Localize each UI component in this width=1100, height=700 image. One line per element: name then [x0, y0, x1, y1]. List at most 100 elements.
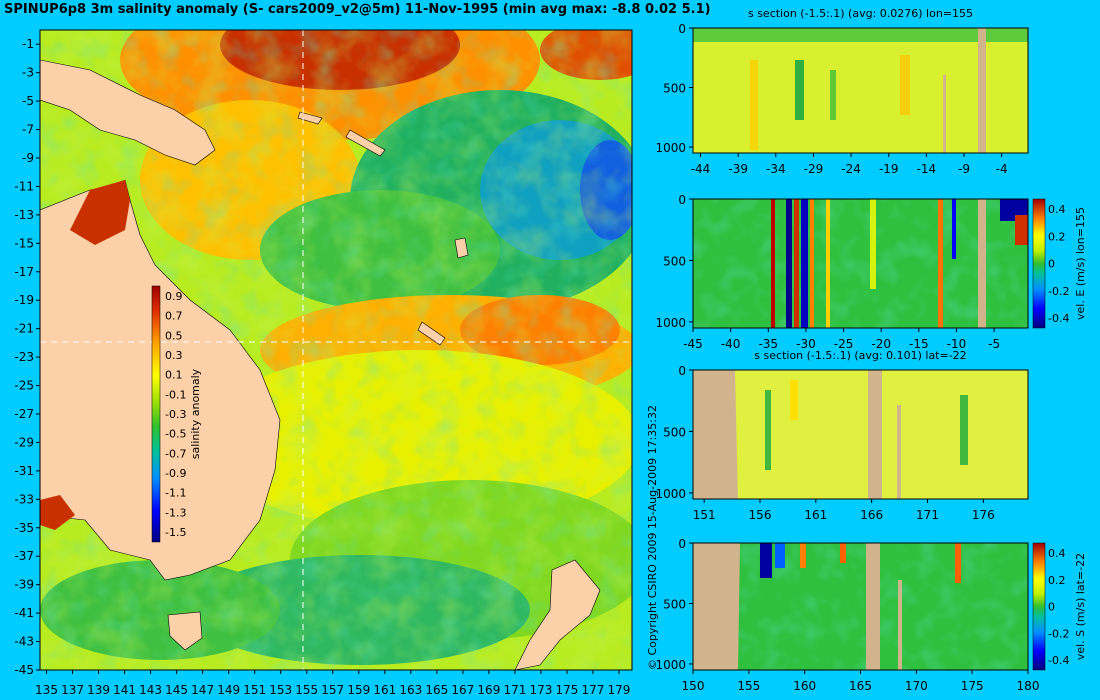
s-lon-x-tick-label: -44 — [691, 162, 711, 176]
map-y-tick-label: -11 — [14, 179, 34, 193]
map-y-tick-label: -39 — [14, 578, 34, 592]
s-lat-x-tick-label: 161 — [804, 508, 827, 522]
velE-lon-x-tick-label: -10 — [947, 337, 967, 351]
velE-lon-x-tick-label: -30 — [796, 337, 816, 351]
velS-lat-colorbar-tick-label: -0.2 — [1048, 627, 1069, 640]
velE-lon-colorbar-tick-label: 0 — [1048, 258, 1055, 271]
map-x-tick-label: 137 — [61, 683, 84, 697]
map-x-tick-label: 167 — [451, 683, 474, 697]
map-y-tick-label: -35 — [14, 521, 34, 535]
map-x-tick-label: 173 — [529, 683, 552, 697]
map-x-tick-label: 177 — [582, 683, 605, 697]
velE-lon-x-tick-label: -40 — [721, 337, 741, 351]
colorbar-tick-label: -0.1 — [165, 388, 186, 401]
velE-lon-colorbar-tick-label: 0.2 — [1048, 230, 1066, 243]
s-lon-x-tick-label: -19 — [879, 162, 899, 176]
map-y-tick-label: -15 — [14, 236, 34, 250]
map-y-tick-label: -23 — [14, 350, 34, 364]
velS-lat-y-tick-label: 1000 — [655, 658, 686, 672]
map-y-tick-label: -13 — [14, 208, 34, 222]
colorbar-tick-label: -1.1 — [165, 487, 186, 500]
velE-lon-colorbar-label: vel. E (m/s) lon=155 — [1074, 207, 1087, 320]
s-lon-x-tick-label: -29 — [804, 162, 824, 176]
salinity-colorbar — [151, 285, 161, 543]
velS-lat-x-tick-label: 175 — [961, 679, 984, 693]
s-lon-y-tick-label: 0 — [678, 22, 686, 36]
panel-s-lon — [692, 27, 1029, 154]
s-lat-x-tick-label: 166 — [860, 508, 883, 522]
s-lon-y-tick-label: 1000 — [655, 141, 686, 155]
panel-velE-lon — [692, 198, 1046, 329]
velS-lat-colorbar-tick-label: -0.4 — [1048, 654, 1069, 667]
map-y-tick-label: -31 — [14, 464, 34, 478]
velS-lat-x-tick-label: 155 — [737, 679, 760, 693]
map-x-tick-label: 169 — [477, 683, 500, 697]
colorbar-tick-label: -0.3 — [165, 408, 186, 421]
velE-lon-x-tick-label: -20 — [871, 337, 891, 351]
map-x-tick-label: 175 — [555, 683, 578, 697]
colorbar-tick-label: -0.7 — [165, 447, 186, 460]
map-y-tick-label: -5 — [22, 94, 34, 108]
velS-lat-colorbar-label: vel. S (m/s) lat=-22 — [1074, 553, 1087, 660]
velS-lat-x-tick-label: 160 — [793, 679, 816, 693]
velS-lat-x-tick-label: 165 — [849, 679, 872, 693]
colorbar-tick-label: 0.7 — [165, 310, 183, 323]
map-y-tick-label: -25 — [14, 379, 34, 393]
map-x-tick-label: 179 — [608, 683, 631, 697]
s-lat-x-tick-label: 176 — [972, 508, 995, 522]
s-section-lon-title: s section (-1.5:.1) (avg: 0.0276) lon=15… — [747, 7, 974, 20]
map-y-tick-label: -17 — [14, 265, 34, 279]
map-x-tick-label: 141 — [113, 683, 136, 697]
velE-lon-colorbar-tick-label: 0.4 — [1048, 203, 1066, 216]
map-x-tick-label: 163 — [399, 683, 422, 697]
panel-s-lat — [692, 369, 1029, 500]
colorbar-tick-label: 0.1 — [165, 369, 183, 382]
map-x-tick-label: 147 — [191, 683, 214, 697]
s-lat-y-tick-label: 1000 — [655, 487, 686, 501]
map-x-tick-label: 145 — [165, 683, 188, 697]
velS-lat-colorbar-tick-label: 0 — [1048, 601, 1055, 614]
salinity-map — [40, 30, 632, 670]
colorbar-tick-label: 0.9 — [165, 290, 183, 303]
velE-lon-y-tick-label: 0 — [678, 193, 686, 207]
map-x-tick-label: 139 — [87, 683, 110, 697]
map-x-tick-label: 155 — [295, 683, 318, 697]
colorbar-tick-label: 0.3 — [165, 349, 183, 362]
map-y-tick-label: -37 — [14, 549, 34, 563]
velE-lon-y-tick-label: 500 — [663, 254, 686, 268]
velE-lon-x-tick-label: -5 — [988, 337, 1000, 351]
velE-colorbar — [1032, 198, 1046, 329]
s-lat-y-tick-label: 500 — [663, 425, 686, 439]
colorbar-tick-label: -1.3 — [165, 506, 186, 519]
s-lon-x-tick-label: -39 — [728, 162, 748, 176]
colorbar-tick-label: 0.5 — [165, 329, 183, 342]
velS-lat-y-tick-label: 500 — [663, 597, 686, 611]
map-x-tick-label: 135 — [35, 683, 58, 697]
map-y-tick-label: -41 — [14, 606, 34, 620]
map-y-tick-label: -19 — [14, 293, 34, 307]
s-section-lat-title: s section (-1.5:.1) (avg: 0.101) lat=-22 — [754, 349, 967, 362]
velE-lon-x-tick-label: -35 — [758, 337, 778, 351]
colorbar-tick-label: -0.9 — [165, 467, 186, 480]
s-lat-x-tick-label: 171 — [916, 508, 939, 522]
map-y-tick-label: -9 — [22, 151, 34, 165]
velE-lon-y-tick-label: 1000 — [655, 316, 686, 330]
velS-lat-x-tick-label: 170 — [905, 679, 928, 693]
s-lat-x-tick-label: 151 — [693, 508, 716, 522]
map-y-tick-label: -3 — [22, 66, 34, 80]
map-y-tick-label: -7 — [22, 123, 34, 137]
s-lon-x-tick-label: -9 — [958, 162, 970, 176]
velE-lon-colorbar-tick-label: -0.2 — [1048, 285, 1069, 298]
map-x-tick-label: 171 — [503, 683, 526, 697]
velE-lon-x-tick-label: -25 — [834, 337, 854, 351]
velS-colorbar — [1032, 542, 1046, 671]
velS-lat-x-tick-label: 150 — [682, 679, 705, 693]
map-x-tick-label: 165 — [425, 683, 448, 697]
panel-velS-lat — [692, 542, 1046, 671]
s-lon-x-tick-label: -4 — [996, 162, 1008, 176]
map-y-tick-label: -29 — [14, 435, 34, 449]
velE-lon-x-tick-label: -45 — [683, 337, 703, 351]
map-x-tick-label: 153 — [269, 683, 292, 697]
map-x-tick-label: 161 — [373, 683, 396, 697]
map-y-tick-label: -33 — [14, 492, 34, 506]
